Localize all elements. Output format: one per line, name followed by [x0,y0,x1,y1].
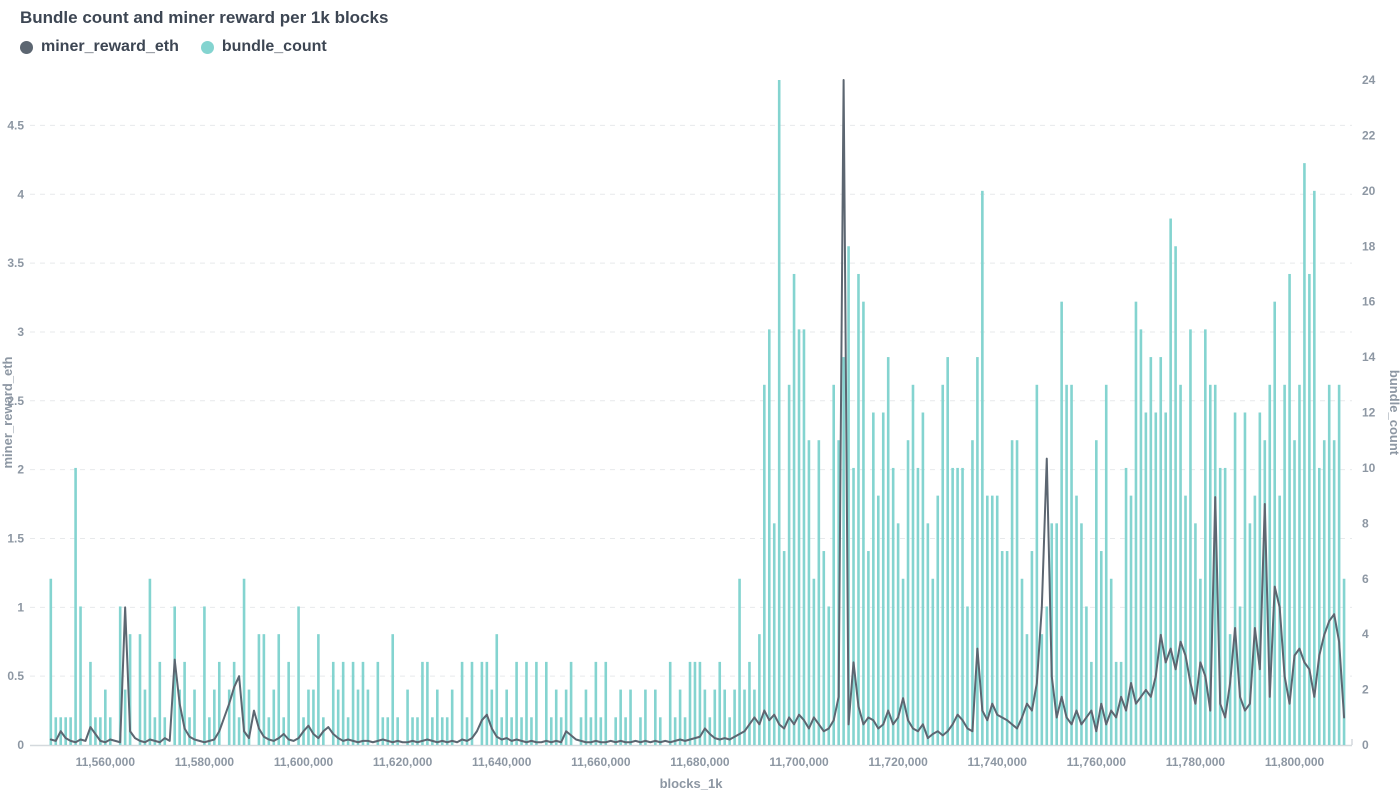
legend: miner_reward_eth bundle_count [20,38,327,56]
chart-title: Bundle count and miner reward per 1k blo… [20,8,389,27]
svg-text:3: 3 [17,325,24,339]
svg-text:11,700,000: 11,700,000 [769,755,829,769]
svg-text:14: 14 [1362,350,1376,364]
svg-text:3.5: 3.5 [7,256,24,270]
svg-text:4: 4 [1362,627,1369,641]
legend-item-bundle-count[interactable]: bundle_count [200,38,327,56]
bundle-count-dot-icon [200,40,214,54]
svg-text:4: 4 [17,187,24,201]
svg-text:0: 0 [17,738,24,752]
svg-text:1.5: 1.5 [7,531,24,545]
svg-text:22: 22 [1362,128,1376,142]
svg-text:20: 20 [1362,184,1376,198]
x-axis-title: blocks_1k [660,776,724,791]
svg-text:11,740,000: 11,740,000 [968,755,1028,769]
svg-text:24: 24 [1362,73,1376,87]
svg-text:0.5: 0.5 [7,669,24,683]
svg-text:1: 1 [17,600,24,614]
svg-text:4.5: 4.5 [7,118,24,132]
legend-label-miner-reward: miner_reward_eth [41,38,179,55]
svg-text:16: 16 [1362,295,1376,309]
legend-label-bundle-count: bundle_count [221,38,327,55]
svg-text:6: 6 [1362,572,1369,586]
miner-reward-line [49,79,1346,744]
svg-text:11,800,000: 11,800,000 [1265,755,1325,769]
svg-text:11,780,000: 11,780,000 [1166,755,1226,769]
svg-text:11,720,000: 11,720,000 [868,755,928,769]
svg-text:0: 0 [1362,738,1369,752]
svg-text:11,660,000: 11,660,000 [571,755,631,769]
svg-text:11,600,000: 11,600,000 [274,755,334,769]
svg-text:11,580,000: 11,580,000 [175,755,235,769]
svg-text:12: 12 [1362,406,1376,420]
svg-text:18: 18 [1362,239,1376,253]
legend-item-miner-reward[interactable]: miner_reward_eth [20,38,179,56]
svg-text:2: 2 [1362,683,1369,697]
left-axis-title: miner_reward_eth [0,356,15,468]
svg-text:11,620,000: 11,620,000 [373,755,433,769]
right-axis-title: bundle_count [1387,370,1400,456]
svg-text:11,680,000: 11,680,000 [670,755,730,769]
svg-text:11,640,000: 11,640,000 [472,755,532,769]
svg-text:11,760,000: 11,760,000 [1067,755,1127,769]
bundle-count-bars [49,80,1346,746]
svg-text:2.5: 2.5 [7,394,24,408]
svg-text:10: 10 [1362,461,1376,475]
miner-reward-dot-icon [20,40,33,54]
svg-text:8: 8 [1362,516,1369,530]
svg-text:11,560,000: 11,560,000 [76,755,136,769]
svg-text:2: 2 [17,463,24,477]
